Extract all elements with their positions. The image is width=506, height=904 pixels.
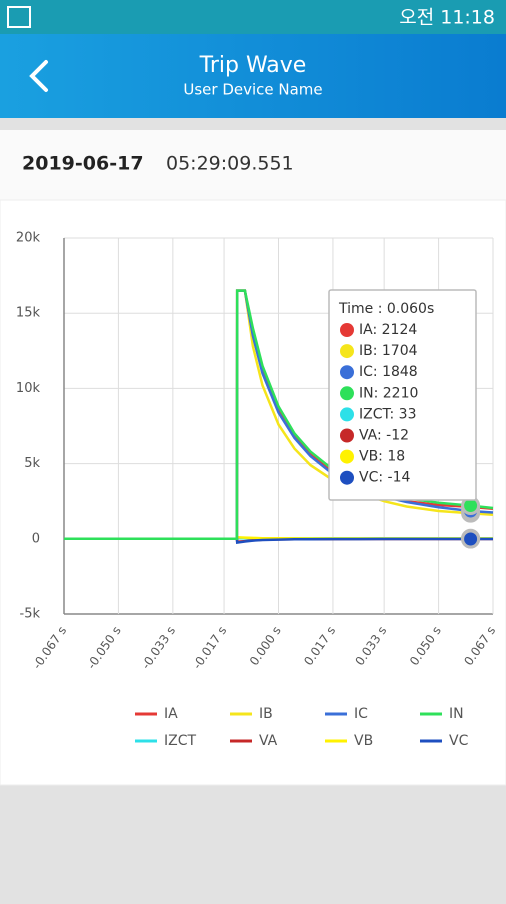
y-tick-label: 5k <box>24 456 40 471</box>
tooltip-title: Time : 0.060s <box>338 301 434 317</box>
status-bar <box>0 0 506 34</box>
tooltip-item: IN: 2210 <box>359 385 418 401</box>
tooltip-item: IC: 1848 <box>359 364 418 380</box>
tooltip-box <box>328 289 477 501</box>
tooltip-swatch <box>340 365 354 380</box>
y-tick-label: 0 <box>32 531 40 546</box>
status-icon <box>7 6 31 28</box>
legend-label: IN <box>449 706 464 722</box>
tooltip-swatch <box>340 470 354 485</box>
legend-label: VC <box>449 733 469 749</box>
legend-label: IZCT <box>164 733 196 749</box>
tooltip-swatch <box>340 323 354 337</box>
tooltip-swatch <box>340 344 354 359</box>
header-subtitle: User Device Name <box>183 81 322 99</box>
tooltip-swatch <box>340 428 354 443</box>
y-tick-label: 20k <box>16 231 41 246</box>
record-time: 05:29:09.551 <box>166 153 294 175</box>
legend-label: VA <box>259 733 278 749</box>
tooltip-swatch <box>340 407 354 422</box>
highlight-point <box>461 529 481 549</box>
series-line <box>64 537 493 545</box>
record-date: 2019-06-17 <box>22 153 144 175</box>
tooltip-swatch <box>340 386 354 401</box>
clock: 오전 11:18 <box>399 7 495 29</box>
tooltip-swatch <box>340 449 354 464</box>
tooltip-item: VA: -12 <box>359 428 409 444</box>
legend-label: IC <box>354 706 368 722</box>
divider <box>0 118 506 130</box>
header-title: Trip Wave <box>199 53 307 78</box>
y-tick-label: 10k <box>16 381 41 396</box>
y-tick-label: 15k <box>16 306 41 321</box>
tooltip-item: VB: 18 <box>359 449 405 465</box>
legend-label: IB <box>259 706 273 722</box>
legend-label: IA <box>164 706 178 722</box>
tooltip-item: IB: 1704 <box>359 343 418 359</box>
tooltip-item: VC: -14 <box>359 470 410 486</box>
tooltip-item: IZCT: 33 <box>359 406 417 422</box>
date-row <box>0 130 506 200</box>
legend-label: VB <box>354 733 373 749</box>
app-header <box>0 34 506 118</box>
tooltip-item: IA: 2124 <box>359 322 417 338</box>
y-tick-label: -5k <box>20 607 41 622</box>
back-button[interactable] <box>29 60 48 92</box>
